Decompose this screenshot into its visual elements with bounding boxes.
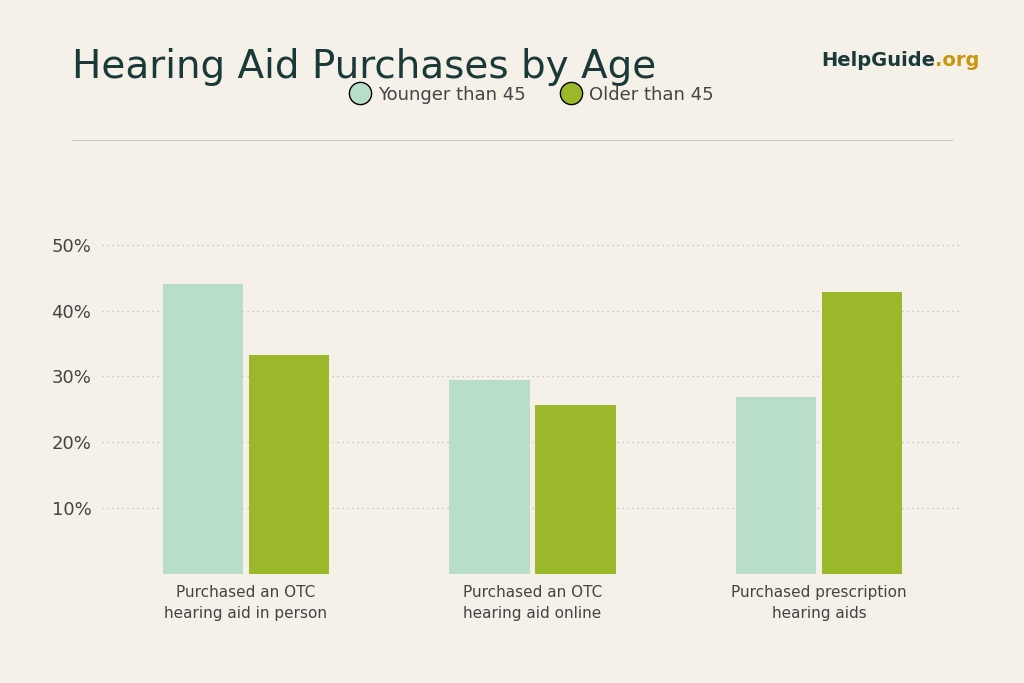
Bar — [822, 292, 902, 574]
Text: .org: .org — [935, 51, 979, 70]
Bar — [736, 398, 816, 574]
Bar — [450, 380, 529, 574]
Text: HelpGuide: HelpGuide — [821, 51, 935, 70]
Legend: Younger than 45, Older than 45: Younger than 45, Older than 45 — [344, 79, 721, 111]
Bar — [249, 355, 329, 574]
Text: Hearing Aid Purchases by Age: Hearing Aid Purchases by Age — [72, 48, 656, 86]
Bar — [536, 405, 615, 574]
Bar — [163, 284, 243, 574]
